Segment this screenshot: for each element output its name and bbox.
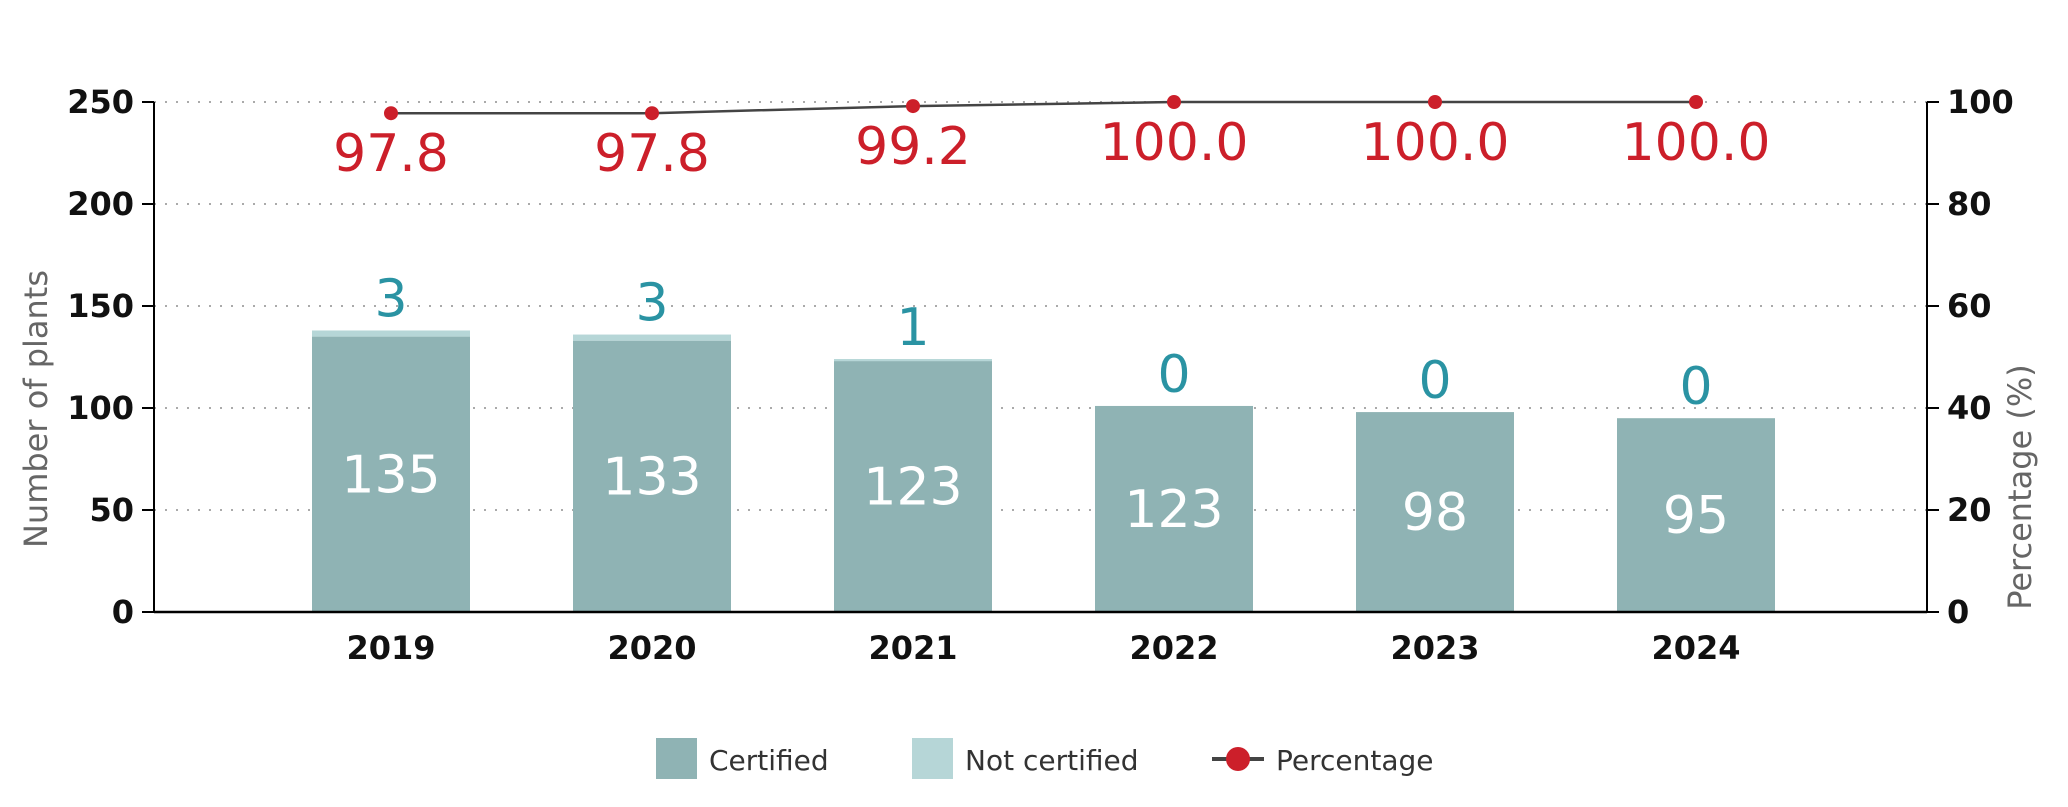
bar-not-certified <box>834 359 992 362</box>
y-tick-label-left: 50 <box>89 491 134 529</box>
data-label-not-certified: 0 <box>1679 357 1712 417</box>
y-tick-label-right: 60 <box>1947 287 1992 325</box>
y-tick-label-left: 150 <box>67 287 134 325</box>
bar-certified <box>834 361 992 612</box>
legend-label-percentage: Percentage <box>1276 744 1434 777</box>
legend: Certified Not certified Percentage <box>656 738 1434 779</box>
data-label-certified: 98 <box>1402 483 1468 543</box>
y-tick-label-left: 250 <box>67 83 134 121</box>
data-label-not-certified: 0 <box>1418 351 1451 411</box>
legend-swatch-not-certified <box>912 738 953 779</box>
percentage-point <box>1689 95 1703 109</box>
x-tick-label: 2019 <box>346 629 435 667</box>
data-labels: 135 3 133 3 123 1 123 0 98 0 95 0 97.8 97.8 99.2 100.0 1… <box>333 113 1770 546</box>
x-tick-label: 2023 <box>1390 629 1479 667</box>
percentage-point <box>645 106 659 121</box>
data-label-not-certified: 0 <box>1157 345 1190 405</box>
bar-not-certified <box>312 330 470 337</box>
percentage-point <box>906 99 920 114</box>
y-tick-label-right: 40 <box>1947 389 1992 427</box>
data-label-certified: 123 <box>1124 480 1223 540</box>
bar-certified <box>1617 418 1775 612</box>
data-label-certified: 123 <box>863 458 962 518</box>
percentage-point <box>1428 95 1442 109</box>
bars <box>312 330 1775 612</box>
axes <box>142 101 1939 614</box>
bar-certified <box>573 340 731 612</box>
y-tick-label-left: 100 <box>67 389 134 427</box>
y-axis-title-left: Number of plants <box>17 270 55 548</box>
data-label-certified: 135 <box>341 445 440 505</box>
y-tick-label-right: 80 <box>1947 185 1992 223</box>
y-tick-label-right: 0 <box>1947 593 1969 631</box>
legend-marker-percentage <box>1226 747 1250 771</box>
axis-titles: Number of plants Percentage (%) <box>17 270 2039 610</box>
data-label-certified: 133 <box>602 447 701 507</box>
percentage-series-line <box>391 100 1696 115</box>
bar-certified <box>312 336 470 612</box>
x-tick-label: 2020 <box>607 629 696 667</box>
data-label-certified: 95 <box>1663 486 1729 546</box>
data-label-percentage: 99.2 <box>855 117 971 177</box>
data-label-not-certified: 3 <box>635 274 668 334</box>
data-label-percentage: 97.8 <box>333 124 449 184</box>
data-label-not-certified: 1 <box>896 298 929 358</box>
legend-swatch-certified <box>656 738 697 779</box>
y-tick-label-right: 20 <box>1947 491 1992 529</box>
data-label-not-certified: 3 <box>374 269 407 329</box>
bar-certified <box>1095 405 1253 612</box>
y-tick-label-left: 0 <box>112 593 134 631</box>
data-label-percentage: 100.0 <box>1361 113 1510 173</box>
percentage-point <box>1167 95 1181 109</box>
y-axis-title-right: Percentage (%) <box>2001 364 2039 610</box>
x-tick-label: 2022 <box>1129 629 1218 667</box>
y-tick-label-left: 200 <box>67 185 134 223</box>
legend-label-not-certified: Not certified <box>965 744 1138 777</box>
percentage-point <box>384 106 398 121</box>
data-label-percentage: 97.8 <box>594 124 710 184</box>
data-label-percentage: 100.0 <box>1622 113 1771 173</box>
x-tick-label: 2021 <box>868 629 957 667</box>
legend-label-certified: Certified <box>709 744 829 777</box>
bar-not-certified <box>573 334 731 341</box>
y-tick-label-right: 100 <box>1947 83 2014 121</box>
x-tick-label: 2024 <box>1651 629 1740 667</box>
percentage-line <box>384 95 1703 121</box>
data-label-percentage: 100.0 <box>1100 113 1249 173</box>
bar-certified <box>1356 412 1514 612</box>
